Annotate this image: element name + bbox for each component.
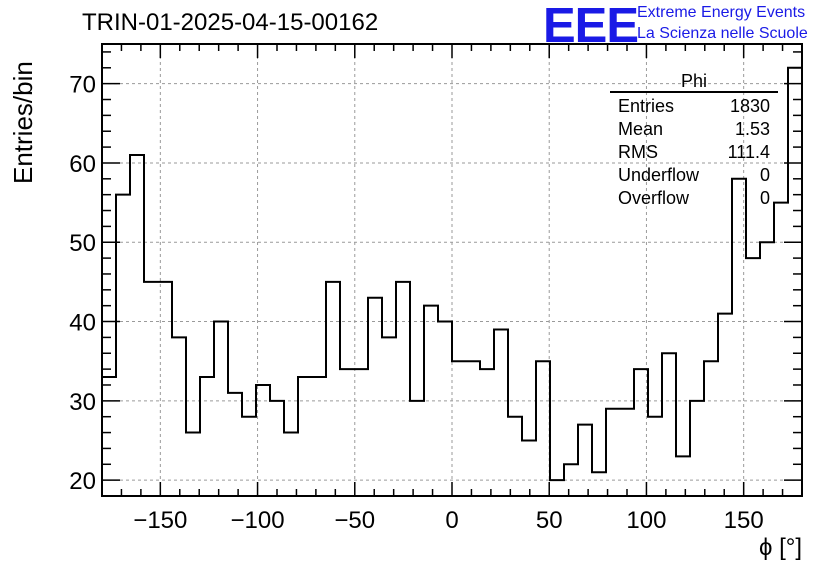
histogram-bin [788, 68, 802, 496]
x-tick-label: −50 [334, 507, 375, 534]
histogram-bin [144, 282, 158, 496]
histogram-bin [130, 155, 144, 496]
x-tick-label: 0 [445, 507, 458, 534]
histogram-bin [410, 401, 424, 496]
eee-logo: EEE [543, 0, 639, 53]
stats-value: 1.53 [734, 119, 770, 139]
histogram-bin [494, 329, 508, 496]
stats-row-entries: Entries 1830 [610, 95, 778, 118]
org-name-line1: Extreme Energy Events [637, 4, 806, 21]
x-tick-label: 100 [626, 507, 666, 534]
histogram-bin [340, 369, 354, 496]
x-axis-label: ϕ [°] [758, 534, 802, 561]
histogram-bin [452, 361, 466, 496]
x-tick-label: −100 [231, 507, 285, 534]
y-tick-labels: 20 30 40 50 60 70 [69, 72, 96, 495]
stats-value: 0 [759, 188, 770, 208]
histogram-bin [522, 440, 536, 496]
histogram-bin [578, 425, 592, 496]
x-tick-label: −150 [133, 507, 187, 534]
histogram-bin [382, 337, 396, 496]
histogram-bin [172, 337, 186, 496]
histogram-bin [704, 361, 718, 496]
histogram-bin [536, 361, 550, 496]
stats-value: 111.4 [727, 142, 770, 162]
histogram-bin [718, 314, 732, 496]
histogram-bin [438, 322, 452, 496]
stats-row-overflow: Overflow 0 [610, 187, 778, 210]
stats-row-underflow: Underflow 0 [610, 164, 778, 187]
histogram-bin [760, 242, 774, 496]
histogram-bin [368, 298, 382, 496]
histogram-bin [116, 195, 130, 496]
y-tick-label: 40 [69, 310, 96, 337]
histogram-bin [746, 258, 760, 496]
histogram-bin [214, 322, 228, 496]
chart-title: TRIN-01-2025-04-15-00162 [82, 9, 379, 36]
histogram-bin [592, 472, 606, 496]
y-axis-label: Entries/bin [8, 61, 38, 184]
histogram-bin [326, 282, 340, 496]
histogram-bin [466, 361, 480, 496]
y-tick-label: 70 [69, 72, 96, 99]
histogram-bin [396, 282, 410, 496]
histogram-bin [662, 353, 676, 496]
stats-label: Entries [618, 96, 675, 116]
histogram-bin [256, 385, 270, 496]
y-tick-label: 20 [69, 468, 96, 495]
histogram-bin [186, 433, 200, 496]
histogram-bin [676, 456, 690, 496]
histogram-bin [298, 377, 312, 496]
histogram-bin [480, 369, 494, 496]
y-tick-label: 60 [69, 151, 96, 178]
stats-label: Underflow [618, 165, 700, 185]
stats-divider [610, 91, 778, 93]
stats-label: Overflow [618, 188, 690, 208]
histogram-bin [550, 480, 564, 496]
histogram-bin [620, 409, 634, 496]
histogram-bin [200, 377, 214, 496]
histogram-bin [690, 401, 704, 496]
histogram-bin [270, 401, 284, 496]
x-tick-labels: −150 −100 −50 0 50 100 150 [133, 507, 763, 534]
y-tick-label: 30 [69, 389, 96, 416]
histogram-series [102, 66, 802, 496]
stats-histogram-name: Phi [680, 71, 707, 91]
histogram-bin [284, 433, 298, 496]
x-tick-label: 150 [724, 507, 764, 534]
histogram-bin [508, 417, 522, 496]
stats-box: Phi Entries 1830 Mean 1.53 RMS 111.4 Und… [610, 71, 778, 210]
stats-row-mean: Mean 1.53 [610, 118, 778, 141]
stats-row-rms: RMS 111.4 [610, 141, 778, 164]
stats-label: Mean [618, 119, 664, 139]
histogram-bin [312, 377, 326, 496]
org-name-line2: La Scienza nelle Scuole [637, 25, 808, 42]
histogram-bin [774, 203, 788, 496]
stats-label: RMS [618, 142, 658, 162]
x-tick-label: 50 [536, 507, 563, 534]
histogram-outline [102, 66, 802, 482]
histogram-bin [606, 409, 620, 496]
histogram-bin [242, 417, 256, 496]
histogram-bin [634, 369, 648, 496]
axis-ticks [101, 44, 803, 497]
y-tick-label: 50 [69, 230, 96, 257]
histogram-bin [648, 417, 662, 496]
histogram-bin [354, 369, 368, 496]
stats-value: 1830 [729, 96, 770, 116]
stats-value: 0 [759, 165, 770, 185]
histogram-bin [102, 377, 116, 496]
